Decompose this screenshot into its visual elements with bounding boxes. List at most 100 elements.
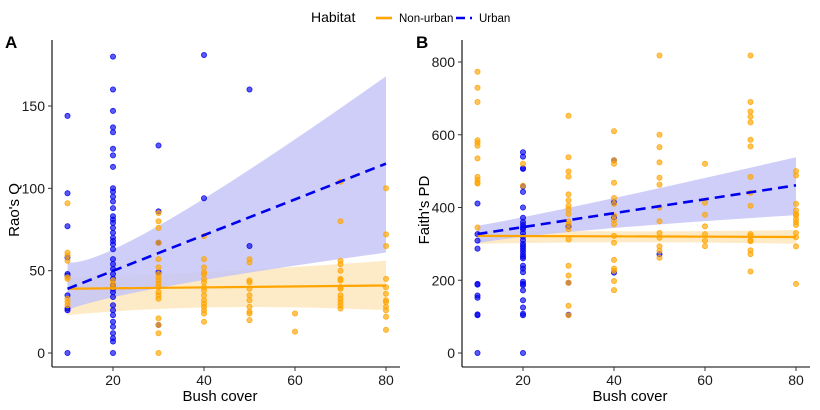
- y-tick-label: 600: [432, 127, 456, 143]
- data-point: [656, 174, 663, 181]
- x-tick-label: 60: [287, 372, 303, 388]
- y-axis-title: Rao's Q: [6, 183, 23, 237]
- x-tick-label: 20: [515, 372, 531, 388]
- data-point: [611, 179, 618, 186]
- data-point: [110, 163, 117, 170]
- data-point: [64, 349, 71, 356]
- data-point: [110, 193, 117, 200]
- data-point: [110, 205, 117, 212]
- data-point: [64, 307, 71, 314]
- panel-label-a: A: [5, 33, 17, 52]
- y-tick-label: 150: [22, 98, 46, 114]
- series-urban: [474, 149, 663, 356]
- data-point: [64, 200, 71, 207]
- data-point: [64, 252, 71, 259]
- y-tick-label: 100: [22, 180, 46, 196]
- data-point: [520, 349, 527, 356]
- data-point: [520, 304, 527, 311]
- data-point: [474, 349, 481, 356]
- data-point: [565, 262, 572, 269]
- data-point: [474, 281, 481, 288]
- data-point: [565, 168, 572, 175]
- series-non-urban: [64, 178, 389, 356]
- data-point: [110, 302, 117, 309]
- y-tick-label: 200: [432, 272, 456, 288]
- data-point: [474, 84, 481, 91]
- data-point: [110, 330, 117, 337]
- data-point: [520, 255, 527, 262]
- data-point: [110, 307, 117, 314]
- data-point: [747, 251, 754, 258]
- data-point: [246, 259, 253, 266]
- data-point: [793, 280, 800, 287]
- data-point: [110, 241, 117, 248]
- y-tick-label: 0: [37, 345, 45, 361]
- data-point: [747, 136, 754, 143]
- legend-title: Habitat: [311, 9, 355, 25]
- fit-lines: [67, 162, 387, 290]
- legend: Habitat Non-urban Urban: [311, 9, 510, 25]
- x-tick-label: 80: [788, 372, 804, 388]
- data-point: [520, 165, 527, 172]
- data-point: [702, 243, 709, 250]
- x-tick-label: 40: [606, 372, 622, 388]
- data-point: [155, 209, 162, 216]
- data-point: [474, 294, 481, 301]
- data-point: [520, 297, 527, 304]
- data-point: [611, 194, 618, 201]
- data-point: [382, 313, 389, 320]
- data-point: [246, 279, 253, 286]
- data-point: [64, 223, 71, 230]
- data-point: [110, 152, 117, 159]
- data-point: [110, 145, 117, 152]
- data-point: [520, 160, 527, 167]
- data-point: [520, 204, 527, 211]
- data-point: [155, 349, 162, 356]
- data-point: [382, 185, 389, 192]
- data-point: [200, 310, 207, 317]
- data-point: [337, 267, 344, 274]
- data-point: [200, 292, 207, 299]
- data-point: [611, 221, 618, 228]
- data-point: [747, 202, 754, 209]
- data-point: [337, 261, 344, 268]
- data-point: [64, 302, 71, 309]
- data-point: [520, 287, 527, 294]
- data-point: [246, 303, 253, 310]
- data-point: [155, 321, 162, 328]
- data-point: [520, 188, 527, 195]
- fit-line-non-urban: [67, 284, 387, 290]
- data-point: [747, 113, 754, 120]
- data-point: [246, 242, 253, 249]
- data-point: [474, 237, 481, 244]
- data-point: [747, 143, 754, 150]
- data-point: [200, 264, 207, 271]
- y-tick-label: 50: [29, 263, 45, 279]
- data-point: [656, 181, 663, 188]
- data-point: [110, 312, 117, 319]
- data-point: [155, 218, 162, 225]
- data-point: [200, 318, 207, 325]
- data-point: [246, 317, 253, 324]
- data-point: [110, 261, 117, 268]
- fit-line-urban: [477, 184, 797, 236]
- data-point: [565, 279, 572, 286]
- data-point: [656, 218, 663, 225]
- data-point: [565, 112, 572, 119]
- data-point: [110, 107, 117, 114]
- data-point: [611, 160, 618, 167]
- data-point: [382, 298, 389, 305]
- data-point: [155, 295, 162, 302]
- fit-line-non-urban: [477, 234, 797, 239]
- data-point: [656, 247, 663, 254]
- axes: 20 40 60 80 0 50 100 150: [22, 40, 400, 388]
- data-point: [337, 218, 344, 225]
- data-point: [611, 128, 618, 135]
- data-point: [611, 256, 618, 263]
- fit-lines: [477, 184, 797, 239]
- data-point: [246, 297, 253, 304]
- data-point: [565, 226, 572, 233]
- data-point: [747, 52, 754, 59]
